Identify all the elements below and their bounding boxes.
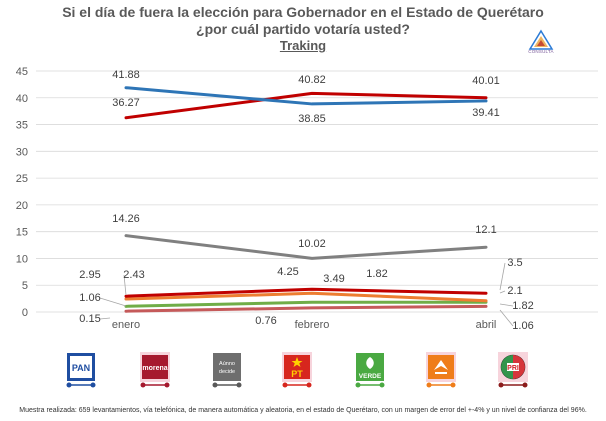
svg-text:PAN: PAN	[72, 363, 90, 373]
undecided-logo-icon: Aúnno decide	[212, 353, 242, 388]
data-label-callout	[99, 297, 127, 307]
series-line-verde	[124, 300, 488, 308]
series-line-morena	[124, 91, 488, 120]
data-label-pri: 0.76	[255, 315, 276, 327]
data-label-verde: 1.06	[79, 292, 100, 304]
x-tick-label: abril	[476, 319, 497, 331]
data-label-mc: 3.49	[323, 273, 344, 285]
data-label-pri: 1.06	[512, 320, 533, 332]
data-label-morena: 40.01	[472, 75, 500, 87]
data-label-callout	[499, 290, 506, 294]
data-label-mc: 2.43	[123, 269, 144, 281]
data-label-pan: 39.41	[472, 107, 500, 119]
svg-text:morena: morena	[142, 365, 167, 372]
data-label-callout	[499, 262, 506, 291]
data-label-morena: 40.82	[298, 74, 326, 86]
data-label-pan: 38.85	[298, 113, 326, 125]
data-label-pri: 0.15	[79, 313, 100, 325]
mc-logo-icon	[426, 352, 456, 388]
pri-logo-icon: PRI	[498, 352, 528, 388]
data-label-verde: 1.82	[512, 300, 533, 312]
y-tick-label: 35	[16, 120, 28, 132]
logo-text: CONSULTA	[528, 49, 554, 54]
svg-text:decide: decide	[219, 369, 235, 375]
data-label-unno: 10.02	[298, 238, 326, 250]
data-label-callout	[499, 309, 514, 327]
footnote: Muestra realizada: 659 levantamientos, v…	[19, 407, 587, 414]
data-label-mc: 2.1	[507, 285, 522, 297]
x-tick-label: enero	[112, 319, 140, 331]
y-tick-label: 5	[22, 280, 28, 292]
data-label-pt: 4.25	[277, 266, 298, 278]
verde-logo-icon: VERDE	[355, 353, 385, 388]
series-line-unno	[124, 234, 488, 260]
svg-text:PT: PT	[291, 369, 303, 379]
data-label-unno: 12.1	[475, 224, 496, 236]
data-label-callout	[99, 317, 111, 320]
data-label-pan: 41.88	[112, 69, 140, 81]
series-line-pt	[124, 287, 488, 298]
svg-text:PRI: PRI	[507, 365, 519, 372]
y-tick-label: 10	[16, 253, 28, 265]
chart-subtitle: Traking	[279, 38, 327, 53]
data-label-morena: 36.27	[112, 97, 140, 109]
series-line-pan	[124, 86, 488, 106]
y-tick-label: 15	[16, 227, 28, 239]
pan-logo-icon: PAN	[66, 353, 96, 388]
series-line-pri	[124, 304, 488, 313]
title-line-1: Si el día de fuera la elección para Gobe…	[62, 4, 544, 20]
data-label-pt: 3.5	[507, 257, 522, 269]
y-tick-label: 0	[22, 307, 28, 319]
data-label-verde: 1.82	[366, 268, 387, 280]
pt-logo-icon: PT	[282, 352, 312, 388]
y-tick-label: 40	[16, 93, 28, 105]
y-tick-label: 30	[16, 146, 28, 158]
chart-title: Si el día de fuera la elección para Gobe…	[40, 4, 566, 38]
x-tick-label: febrero	[295, 319, 330, 331]
y-tick-label: 45	[16, 66, 28, 78]
title-line-2: ¿por cuál partido votaría usted?	[196, 21, 410, 37]
consulta-logo	[528, 29, 554, 50]
morena-logo-icon: morena	[140, 352, 170, 388]
data-label-callout	[499, 303, 514, 307]
data-label-pt: 2.95	[79, 269, 100, 281]
data-label-callout	[123, 274, 127, 296]
svg-text:Aúnno: Aúnno	[219, 361, 235, 367]
series-line-mc	[124, 291, 488, 303]
y-tick-label: 20	[16, 200, 28, 212]
y-tick-label: 25	[16, 173, 28, 185]
svg-text:VERDE: VERDE	[359, 373, 382, 380]
data-label-unno: 14.26	[112, 213, 140, 225]
